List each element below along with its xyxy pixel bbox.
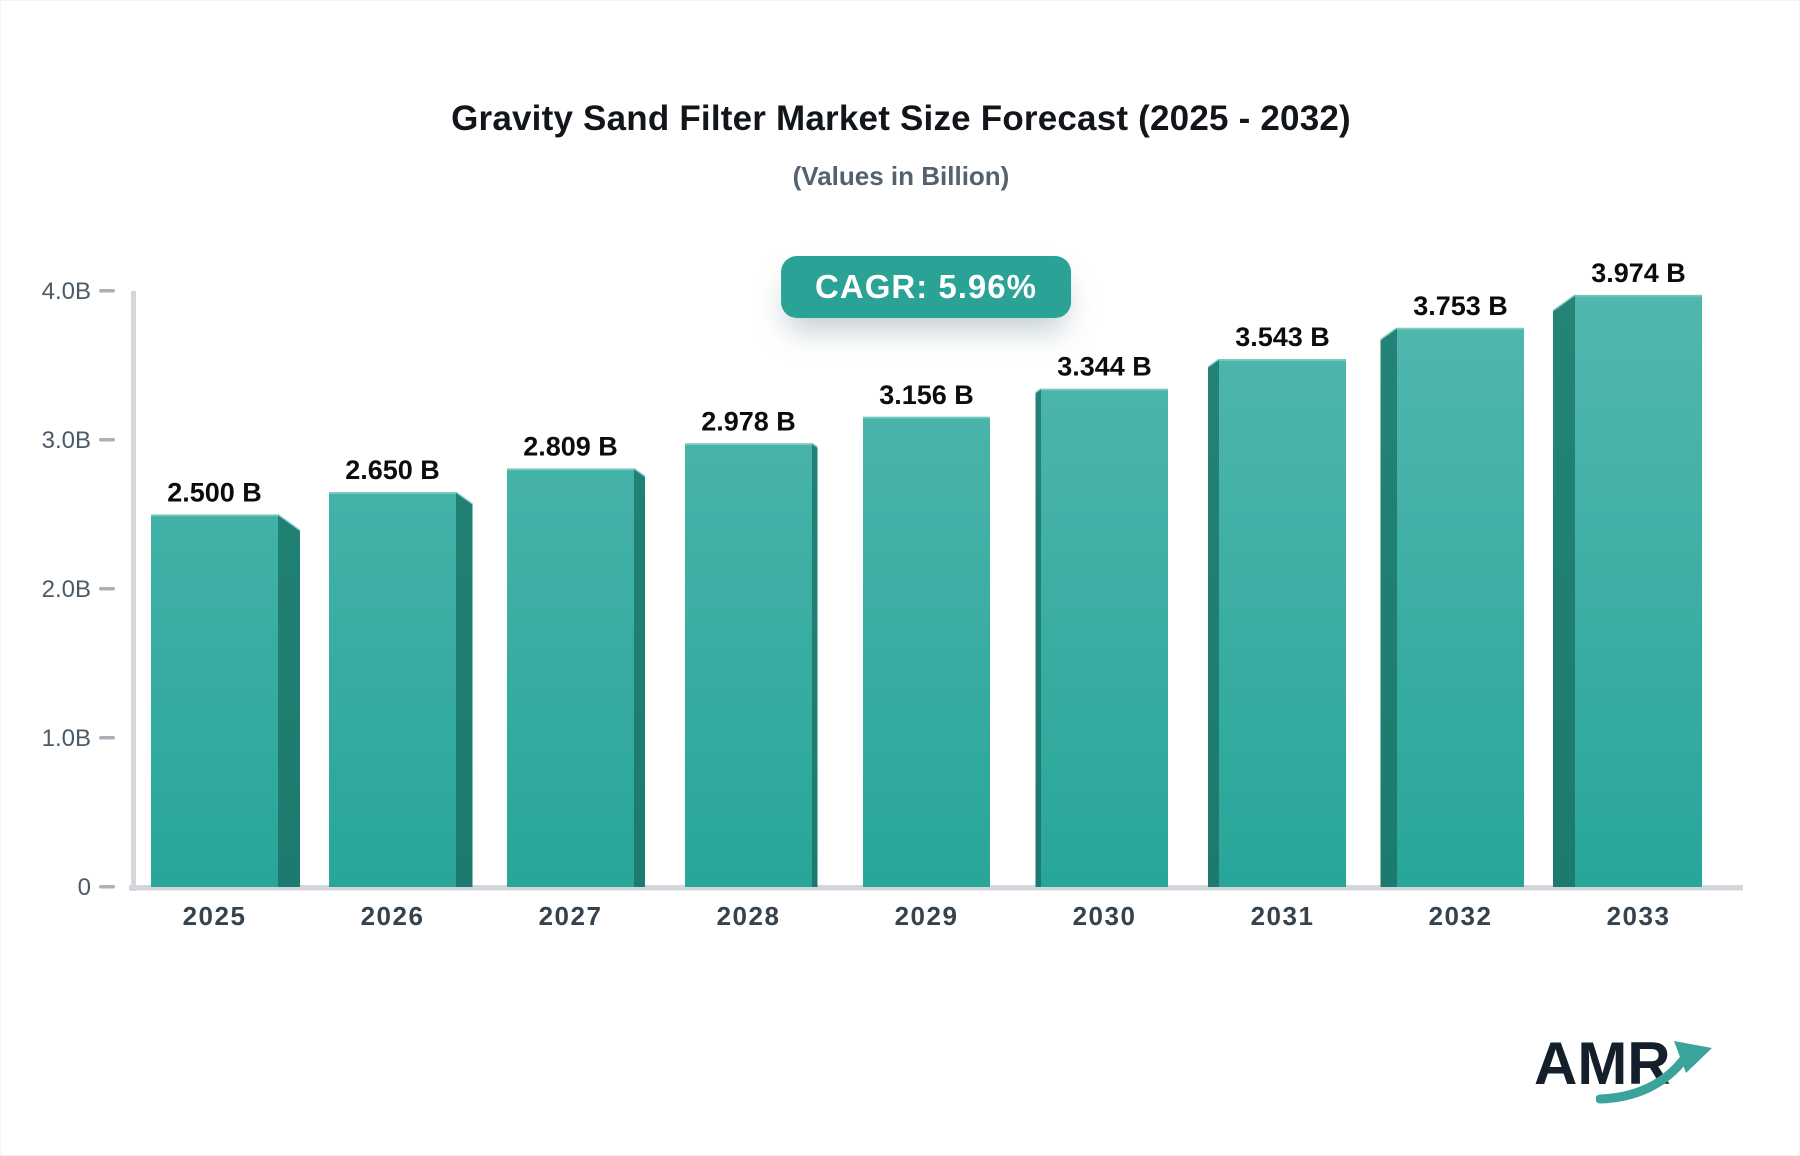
y-axis-tick: [99, 885, 115, 889]
x-axis-label: 2029: [895, 901, 959, 931]
bar-bevel-edge: [1552, 294, 1576, 312]
bar-value-label: 3.974 B: [1591, 258, 1686, 288]
bar-bevel-edge: [811, 442, 818, 448]
y-axis-label: 0: [78, 874, 91, 901]
bar-value-label: 3.156 B: [879, 380, 974, 410]
x-axis-label: 2025: [183, 901, 247, 931]
y-axis-label: 1.0B: [42, 725, 91, 752]
y-axis-label: 4.0B: [42, 278, 91, 305]
bar-side-2027: [634, 468, 645, 887]
x-axis-label: 2030: [1073, 901, 1137, 931]
arrow-swoosh: [1596, 1054, 1689, 1104]
x-axis-label: 2028: [717, 901, 781, 931]
bar-value-label: 2.500 B: [167, 478, 262, 508]
bar-side-2025: [278, 514, 300, 887]
y-axis-label: 3.0B: [42, 427, 91, 454]
bar-bevel-edge: [633, 467, 646, 478]
bar-2031: [1219, 359, 1346, 887]
y-axis-tick: [99, 587, 115, 591]
bar-bevel-edge: [1207, 358, 1220, 368]
bar-value-label: 2.650 B: [345, 455, 440, 485]
chart-title: Gravity Sand Filter Market Size Forecast…: [451, 99, 1351, 138]
bar-side-2030: [1035, 388, 1041, 887]
x-axis-line: [129, 885, 1743, 891]
amr-logo: AMR: [1534, 1029, 1734, 1119]
bar-2026: [329, 492, 456, 887]
x-axis-label: 2027: [539, 901, 603, 931]
bar-2028: [685, 443, 812, 887]
y-axis-label: 2.0B: [42, 576, 91, 603]
bar-2033: [1575, 294, 1702, 887]
chart-subtitle: (Values in Billion): [792, 161, 1010, 191]
cagr-badge: CAGR: 5.96%: [781, 256, 1071, 318]
bar-bevel-edge: [455, 491, 473, 505]
growth-arrow-icon: [1596, 1041, 1712, 1104]
bar-bevel-edge: [1035, 388, 1042, 394]
bar-2032: [1397, 327, 1524, 888]
bar-value-label: 3.753 B: [1413, 291, 1508, 321]
x-axis-label: 2033: [1607, 901, 1671, 931]
y-axis-tick: [99, 289, 115, 293]
bar-2029: [863, 416, 990, 887]
y-axis-tick: [99, 438, 115, 442]
x-axis-label: 2026: [361, 901, 425, 931]
bar-2025: [151, 514, 278, 887]
x-axis-label: 2032: [1429, 901, 1493, 931]
bar-bevel-edge: [277, 513, 301, 531]
bar-side-2033: [1553, 294, 1575, 887]
arrow-head: [1674, 1041, 1712, 1073]
bar-value-label: 3.344 B: [1057, 352, 1152, 382]
bar-side-2028: [812, 443, 818, 887]
bar-2027: [507, 468, 634, 887]
y-axis-line: [131, 291, 136, 891]
bar-side-2026: [456, 492, 473, 887]
y-axis-tick: [99, 736, 115, 740]
bar-2030: [1041, 388, 1168, 887]
bar-value-label: 3.543 B: [1235, 322, 1330, 352]
bar-side-2032: [1380, 327, 1397, 888]
x-axis-label: 2031: [1251, 901, 1315, 931]
bar-bevel-edge: [1380, 327, 1398, 341]
bar-side-2031: [1208, 359, 1219, 887]
bar-value-label: 2.809 B: [523, 431, 618, 461]
bar-value-label: 2.978 B: [701, 406, 796, 436]
